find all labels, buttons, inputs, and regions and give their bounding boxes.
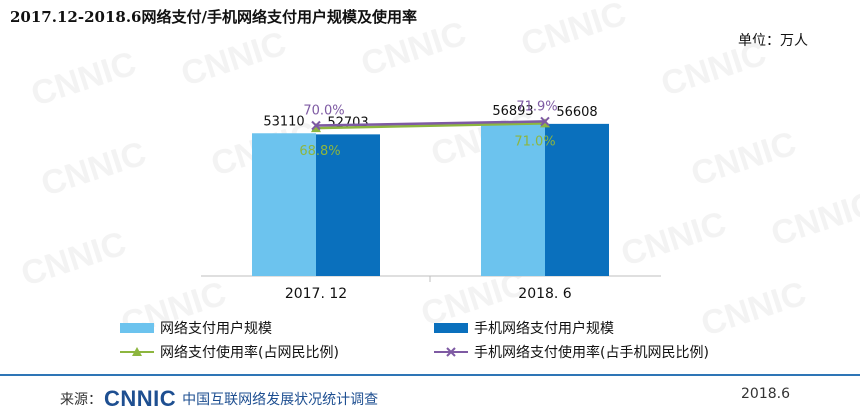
line-point-x [311,120,321,131]
line-value-label: 70.0% [303,104,344,119]
line-value-label: 71.0% [514,134,555,149]
line-point-triangle [311,123,321,133]
line-value-label: 71.9% [516,99,557,114]
chart-title: 2017.12-2018.6网络支付/手机网络支付用户规模及使用率 [10,8,417,26]
legend-label: 网络支付使用率(占网民比例) [160,345,339,361]
legend-triangle-line-icon [120,347,154,356]
bar-value-label: 53110 [263,114,304,129]
bar [545,123,609,276]
source-label: 来源： [60,392,102,408]
legend-item-web-pay-users: 网络支付用户规模 [120,318,272,338]
footer-divider [0,374,860,376]
bar [316,134,380,276]
bar-value-label: 56893 [492,104,533,119]
series-line [315,120,546,127]
unit-label: 单位：万人 [738,33,808,49]
line-point-x [540,116,550,127]
legend-label: 手机网络支付使用率(占手机网民比例) [474,345,709,361]
cnnic-logo: CNNIC [104,386,177,411]
legend-label: 网络支付用户规模 [160,321,272,337]
legend-swatch-light-blue [120,323,154,333]
bar [481,123,545,276]
source-org: 中国互联网络发展状况统计调查 [182,392,379,408]
legend-label: 手机网络支付用户规模 [474,321,614,337]
bar-value-label: 56608 [556,105,597,120]
legend-item-mobile-pay-rate: 手机网络支付使用率(占手机网民比例) [434,342,709,362]
category-label: 2018. 6 [518,286,572,302]
footer-date: 2018.6 [741,386,790,402]
legend-item-mobile-pay-users: 手机网络支付用户规模 [434,318,614,338]
legend-item-web-pay-rate: 网络支付使用率(占网民比例) [120,342,339,362]
legend-swatch-dark-blue [434,323,468,333]
series-line [315,122,546,130]
category-label: 2017. 12 [285,286,347,302]
source-line: 来源： CNNIC 中国互联网络发展状况统计调查 [60,386,378,412]
bar [252,133,316,276]
legend-x-line-icon [434,347,468,357]
line-value-label: 68.8% [299,144,340,159]
